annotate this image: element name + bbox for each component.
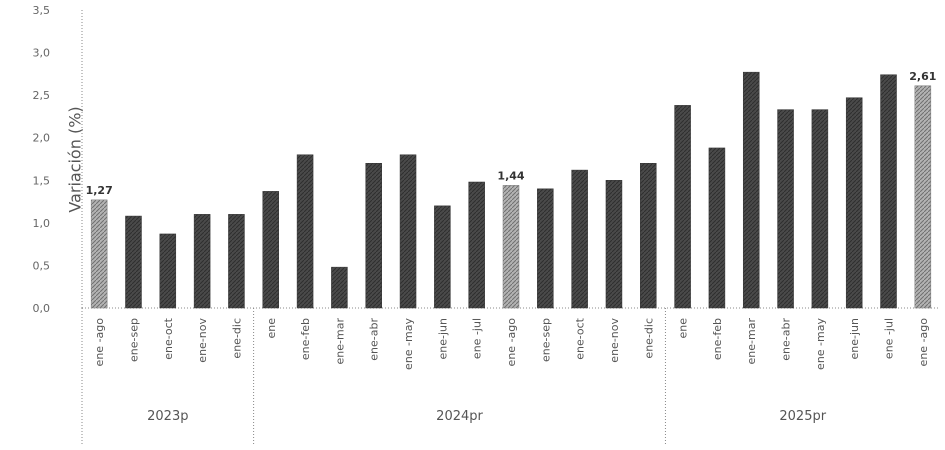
bar xyxy=(468,181,485,309)
bar xyxy=(193,214,211,309)
category-label: ene -ago xyxy=(93,318,106,367)
bar xyxy=(296,154,314,309)
bar xyxy=(811,109,829,309)
category-label: ene xyxy=(677,318,690,339)
category-label: ene-sep xyxy=(539,318,552,362)
bars xyxy=(90,71,932,309)
bar xyxy=(742,71,760,309)
group-label: 2023p xyxy=(147,409,188,424)
category-label: ene-mar xyxy=(333,318,346,365)
category-label: ene-nov xyxy=(608,318,621,363)
data-label: 1,27 xyxy=(86,184,113,197)
category-label: ene-feb xyxy=(711,318,724,360)
category-label: ene-feb xyxy=(299,318,312,360)
labels: 1,27 1,44 2,61 ene -ago ene-sep ene-oct ene-no… xyxy=(86,70,937,424)
category-label: ene xyxy=(265,318,278,339)
bar xyxy=(845,97,863,309)
category-label: ene-jun xyxy=(436,318,449,360)
category-label: ene-oct xyxy=(574,317,587,359)
bar xyxy=(708,147,726,309)
bar xyxy=(605,180,623,309)
category-label: ene-jun xyxy=(848,318,861,360)
y-tick-label: 2,0 xyxy=(33,132,51,145)
category-label: ene-oct xyxy=(162,317,175,359)
bar xyxy=(434,205,451,309)
group-label: 2025pr xyxy=(779,409,826,424)
bar xyxy=(331,266,348,309)
bar xyxy=(571,169,588,309)
bar xyxy=(125,215,142,309)
bar xyxy=(914,85,932,309)
y-tick-label: 1,0 xyxy=(33,217,51,230)
category-label: ene-abr xyxy=(368,318,381,361)
bar xyxy=(262,191,280,309)
axes: 0,0 0,5 1,0 1,5 2,0 2,5 3,0 3,5 xyxy=(33,4,940,445)
category-label: ene -may xyxy=(814,318,827,370)
bar xyxy=(365,163,382,309)
category-label: ene -may xyxy=(402,318,415,370)
category-label: ene-dic xyxy=(230,318,243,359)
group-label: 2024pr xyxy=(436,409,483,424)
bar xyxy=(90,199,108,309)
data-label: 1,44 xyxy=(497,169,524,182)
bar xyxy=(537,188,554,309)
category-label: ene -jul xyxy=(883,318,896,359)
y-tick-label: 2,5 xyxy=(33,89,51,102)
bar xyxy=(399,154,417,309)
category-label: ene-sep xyxy=(127,318,140,362)
bar xyxy=(674,105,691,309)
y-tick-label: 1,5 xyxy=(33,174,51,187)
y-tick-label: 0,5 xyxy=(33,259,51,272)
bar xyxy=(502,185,520,309)
category-label: ene-dic xyxy=(642,318,655,359)
y-tick-label: 3,5 xyxy=(33,4,51,17)
bar xyxy=(228,214,245,309)
bar xyxy=(777,109,794,309)
bar xyxy=(159,233,177,309)
category-label: ene-abr xyxy=(780,318,793,361)
bar xyxy=(640,163,657,309)
y-tick-label: 0,0 xyxy=(33,302,51,315)
category-label: ene -ago xyxy=(917,318,930,367)
category-label: ene -jul xyxy=(471,318,484,359)
y-tick-label: 3,0 xyxy=(33,47,51,60)
category-label: ene-mar xyxy=(745,318,758,365)
category-label: ene-nov xyxy=(196,318,209,363)
category-label: ene -ago xyxy=(505,318,518,367)
bar xyxy=(880,74,897,309)
data-label: 2,61 xyxy=(909,70,936,83)
